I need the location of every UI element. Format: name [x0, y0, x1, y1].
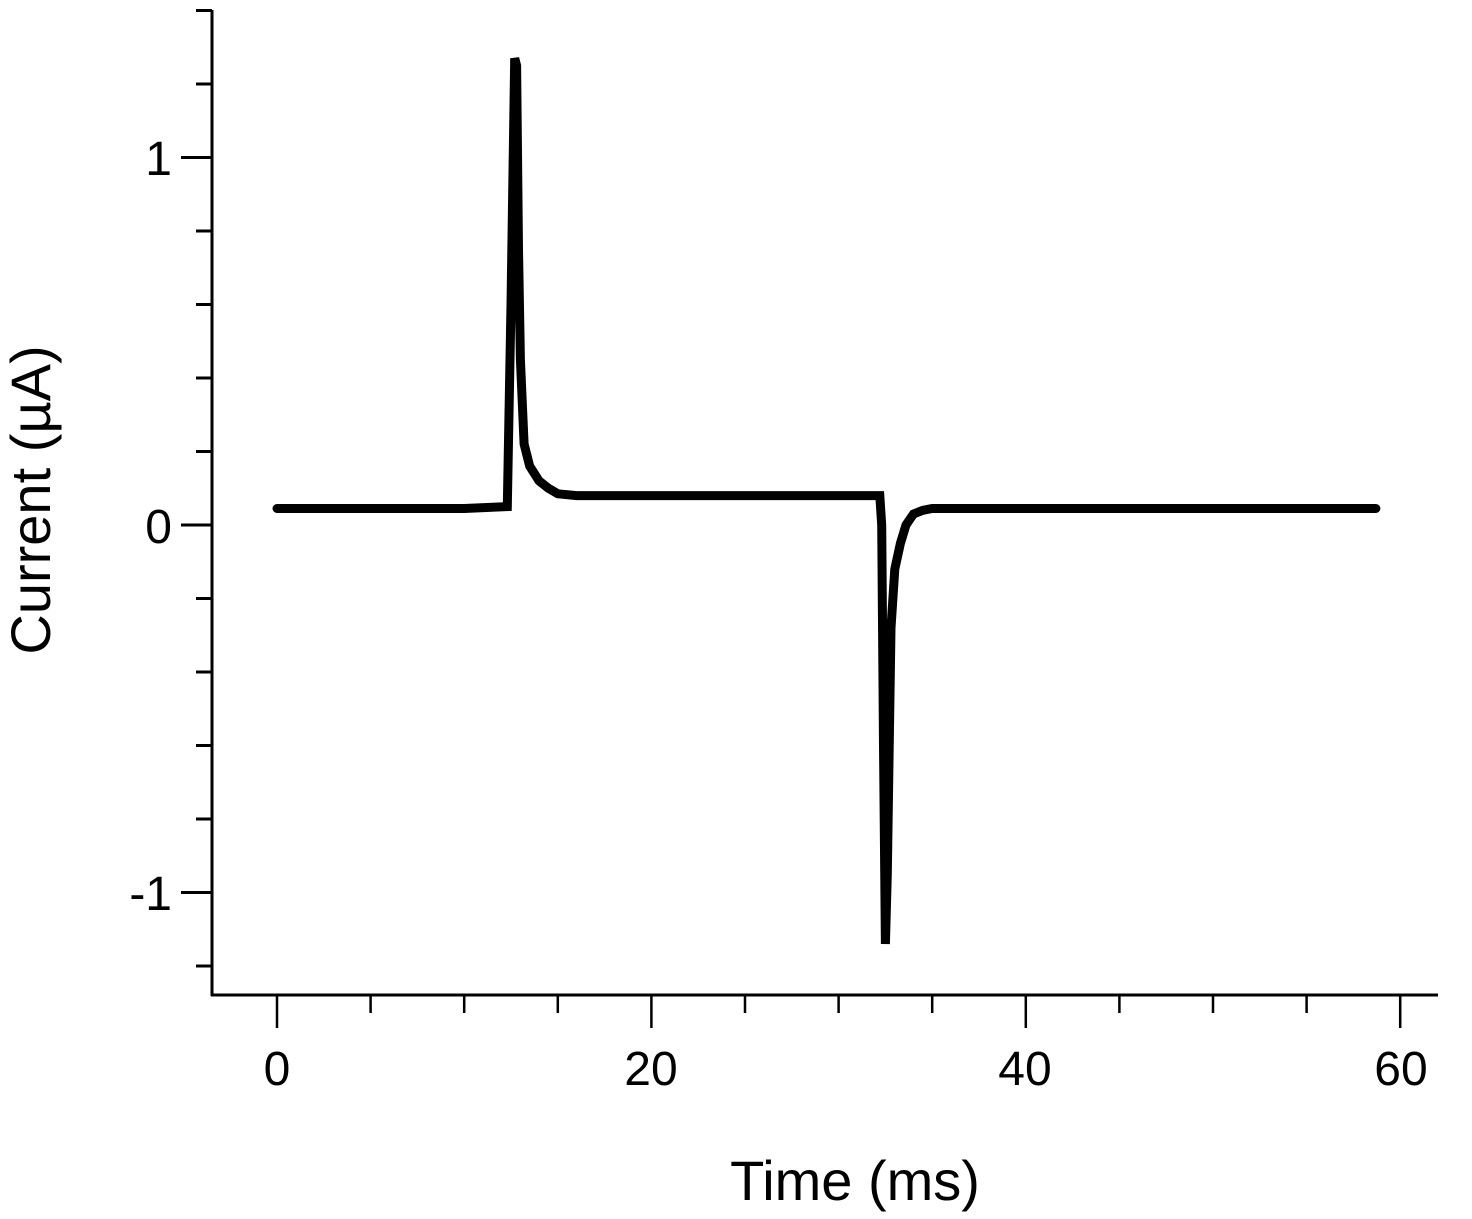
- x-tick-labels: 0 20 40 60: [264, 1043, 1428, 1096]
- y-axis-ticks: [181, 9, 212, 968]
- x-tick-label-40: 40: [998, 1043, 1051, 1096]
- y-tick-label-1: 1: [145, 133, 172, 186]
- y-tick-labels: 1 0 -1: [129, 133, 172, 921]
- y-axis-title: Current (µA): [0, 345, 62, 654]
- y-tick-label-0: 0: [145, 501, 172, 554]
- x-tick-label-0: 0: [264, 1043, 291, 1096]
- x-axis-ticks: [275, 995, 1402, 1028]
- y-tick-label-minus-1: -1: [129, 868, 172, 921]
- current-trace-line: [272, 57, 1381, 945]
- x-axis-title: Time (ms): [730, 1149, 980, 1212]
- axes: [181, 9, 1438, 1028]
- x-tick-label-60: 60: [1374, 1043, 1427, 1096]
- x-tick-label-20: 20: [624, 1043, 677, 1096]
